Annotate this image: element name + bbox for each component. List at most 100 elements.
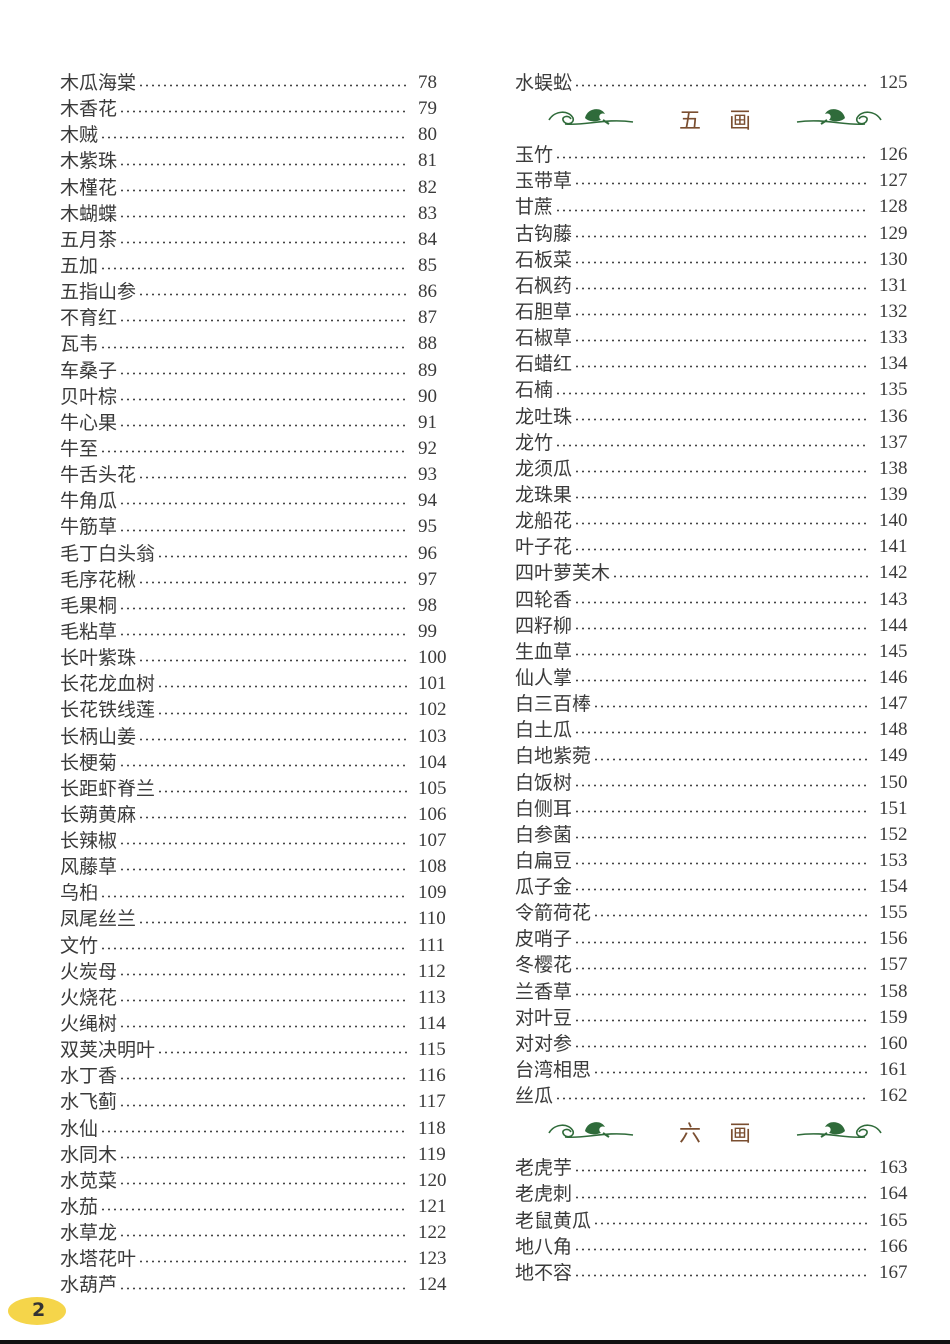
- toc-entry[interactable]: 水苋菜 120: [60, 1168, 454, 1194]
- toc-entry[interactable]: 龙须瓜 138: [515, 456, 915, 482]
- toc-entry[interactable]: 文竹 111: [60, 933, 454, 959]
- toc-entry[interactable]: 水仙 118: [60, 1116, 454, 1142]
- toc-entry[interactable]: 五指山参 86: [60, 279, 454, 305]
- toc-entry[interactable]: 火绳树 114: [60, 1011, 454, 1037]
- toc-entry[interactable]: 水蜈蚣 125: [515, 70, 915, 96]
- toc-entry[interactable]: 生血草 145: [515, 639, 915, 665]
- toc-entry[interactable]: 木紫珠 81: [60, 148, 454, 174]
- toc-entry[interactable]: 石椒草 133: [515, 325, 915, 351]
- toc-entry[interactable]: 四叶萝芙木 142: [515, 560, 915, 586]
- entry-page: 148: [879, 719, 908, 741]
- dot-leader: [119, 528, 408, 532]
- toc-entry[interactable]: 长柄山姜 103: [60, 724, 454, 750]
- toc-entry[interactable]: 五月茶 84: [60, 227, 454, 253]
- toc-entry[interactable]: 石楠 135: [515, 377, 915, 403]
- toc-entry[interactable]: 水草龙 122: [60, 1220, 454, 1246]
- toc-entry[interactable]: 四轮香 143: [515, 587, 915, 613]
- toc-entry[interactable]: 牛筋草 95: [60, 514, 454, 540]
- toc-entry[interactable]: 白侧耳 151: [515, 796, 915, 822]
- toc-entry[interactable]: 石枫药 131: [515, 273, 915, 299]
- toc-entry[interactable]: 龙竹 137: [515, 430, 915, 456]
- toc-entry[interactable]: 火烧花 113: [60, 985, 454, 1011]
- toc-entry[interactable]: 木瓜海棠 78: [60, 70, 454, 96]
- toc-entry[interactable]: 玉带草 127: [515, 168, 915, 194]
- toc-entry[interactable]: 长蒴黄麻 106: [60, 802, 454, 828]
- toc-entry[interactable]: 牛舌头花 93: [60, 462, 454, 488]
- toc-entry[interactable]: 地八角 166: [515, 1234, 915, 1260]
- toc-entry[interactable]: 地不容 167: [515, 1260, 915, 1286]
- entry-page: 124: [418, 1274, 447, 1296]
- toc-entry[interactable]: 贝叶棕 90: [60, 384, 454, 410]
- toc-entry[interactable]: 毛粘草 99: [60, 619, 454, 645]
- toc-entry[interactable]: 瓦韦 88: [60, 331, 454, 357]
- toc-entry[interactable]: 牛至 92: [60, 436, 454, 462]
- toc-entry[interactable]: 石蜡红 134: [515, 351, 915, 377]
- toc-entry[interactable]: 毛果桐 98: [60, 593, 454, 619]
- dot-leader: [100, 450, 408, 454]
- toc-entry[interactable]: 冬樱花 157: [515, 953, 915, 979]
- toc-entry[interactable]: 古钩藤 129: [515, 221, 915, 247]
- toc-entry[interactable]: 令箭荷花 155: [515, 900, 915, 926]
- toc-entry[interactable]: 水丁香 116: [60, 1063, 454, 1089]
- toc-entry[interactable]: 牛角瓜 94: [60, 488, 454, 514]
- toc-entry[interactable]: 台湾相思 161: [515, 1057, 915, 1083]
- toc-entry[interactable]: 水茄 121: [60, 1194, 454, 1220]
- toc-entry[interactable]: 白土瓜 148: [515, 717, 915, 743]
- entry-name: 龙船花: [515, 510, 573, 533]
- toc-entry[interactable]: 龙吐珠 136: [515, 404, 915, 430]
- toc-entry[interactable]: 玉竹 126: [515, 142, 915, 168]
- toc-entry[interactable]: 丝瓜 162: [515, 1083, 915, 1109]
- toc-entry[interactable]: 叶子花 141: [515, 534, 915, 560]
- toc-entry[interactable]: 老鼠黄瓜 165: [515, 1208, 915, 1234]
- dot-leader: [574, 234, 869, 238]
- toc-entry[interactable]: 长梗菊 104: [60, 750, 454, 776]
- toc-entry[interactable]: 长叶紫珠 100: [60, 645, 454, 671]
- toc-entry[interactable]: 木贼 80: [60, 122, 454, 148]
- toc-entry[interactable]: 石胆草 132: [515, 299, 915, 325]
- toc-entry[interactable]: 白地紫菀 149: [515, 743, 915, 769]
- toc-entry[interactable]: 老虎刺 164: [515, 1181, 915, 1207]
- toc-entry[interactable]: 木槿花 82: [60, 175, 454, 201]
- toc-entry[interactable]: 甘蔗 128: [515, 194, 915, 220]
- toc-entry[interactable]: 白参菌 152: [515, 822, 915, 848]
- toc-entry[interactable]: 双荚决明叶 115: [60, 1037, 454, 1063]
- toc-entry[interactable]: 长花铁线莲 102: [60, 697, 454, 723]
- toc-entry[interactable]: 兰香草 158: [515, 979, 915, 1005]
- toc-entry[interactable]: 仙人掌 146: [515, 665, 915, 691]
- toc-entry[interactable]: 白扁豆 153: [515, 848, 915, 874]
- toc-entry[interactable]: 老虎芋 163: [515, 1155, 915, 1181]
- toc-entry[interactable]: 龙珠果 139: [515, 482, 915, 508]
- toc-entry[interactable]: 毛序花楸 97: [60, 567, 454, 593]
- section-heading-text: 六画: [678, 1122, 779, 1148]
- toc-entry[interactable]: 火炭母 112: [60, 959, 454, 985]
- toc-entry[interactable]: 木蝴蝶 83: [60, 201, 454, 227]
- toc-entry[interactable]: 水飞蓟 117: [60, 1089, 454, 1115]
- toc-entry[interactable]: 水葫芦 124: [60, 1272, 454, 1298]
- toc-entry[interactable]: 车桑子 89: [60, 358, 454, 384]
- toc-entry[interactable]: 毛丁白头翁 96: [60, 541, 454, 567]
- toc-entry[interactable]: 白饭树 150: [515, 770, 915, 796]
- toc-entry[interactable]: 五加 85: [60, 253, 454, 279]
- toc-entry[interactable]: 长花龙血树 101: [60, 671, 454, 697]
- toc-entry[interactable]: 木香花 79: [60, 96, 454, 122]
- toc-entry[interactable]: 白三百棒 147: [515, 691, 915, 717]
- toc-entry[interactable]: 石板菜 130: [515, 247, 915, 273]
- toc-entry[interactable]: 对叶豆 159: [515, 1005, 915, 1031]
- toc-entry[interactable]: 长辣椒 107: [60, 828, 454, 854]
- dot-leader: [574, 862, 869, 866]
- dot-leader: [555, 156, 869, 160]
- toc-entry[interactable]: 瓜子金 154: [515, 874, 915, 900]
- toc-entry[interactable]: 牛心果 91: [60, 410, 454, 436]
- toc-entry[interactable]: 皮哨子 156: [515, 926, 915, 952]
- entry-page: 121: [418, 1196, 447, 1218]
- toc-entry[interactable]: 长距虾脊兰 105: [60, 776, 454, 802]
- toc-entry[interactable]: 对对参 160: [515, 1031, 915, 1057]
- toc-entry[interactable]: 凤尾丝兰 110: [60, 907, 454, 933]
- toc-entry[interactable]: 水同木 119: [60, 1142, 454, 1168]
- toc-entry[interactable]: 不育红 87: [60, 305, 454, 331]
- toc-entry[interactable]: 乌桕 109: [60, 880, 454, 906]
- toc-entry[interactable]: 龙船花 140: [515, 508, 915, 534]
- toc-entry[interactable]: 水塔花叶 123: [60, 1246, 454, 1272]
- toc-entry[interactable]: 风藤草 108: [60, 854, 454, 880]
- toc-entry[interactable]: 四籽柳 144: [515, 613, 915, 639]
